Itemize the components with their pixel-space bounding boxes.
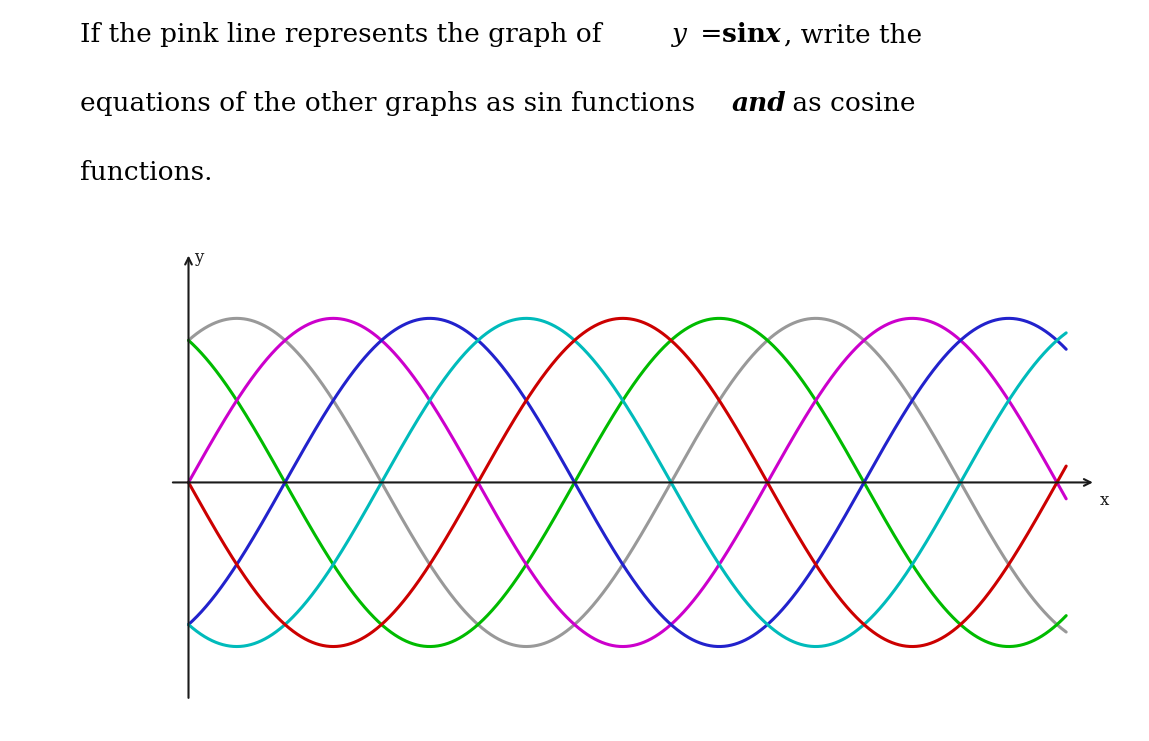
Text: x: x (1100, 492, 1109, 509)
Text: x: x (764, 22, 780, 47)
Text: functions.: functions. (80, 160, 213, 185)
Text: sin: sin (722, 22, 774, 47)
Text: as cosine: as cosine (784, 91, 915, 116)
Text: If the pink line represents the graph of: If the pink line represents the graph of (80, 22, 618, 47)
Text: equations of the other graphs as sin functions: equations of the other graphs as sin fun… (80, 91, 704, 116)
Text: , write the: , write the (784, 22, 921, 47)
Text: y: y (194, 250, 203, 267)
Text: and: and (732, 91, 787, 116)
Text: y: y (672, 22, 687, 47)
Text: =: = (692, 22, 731, 47)
